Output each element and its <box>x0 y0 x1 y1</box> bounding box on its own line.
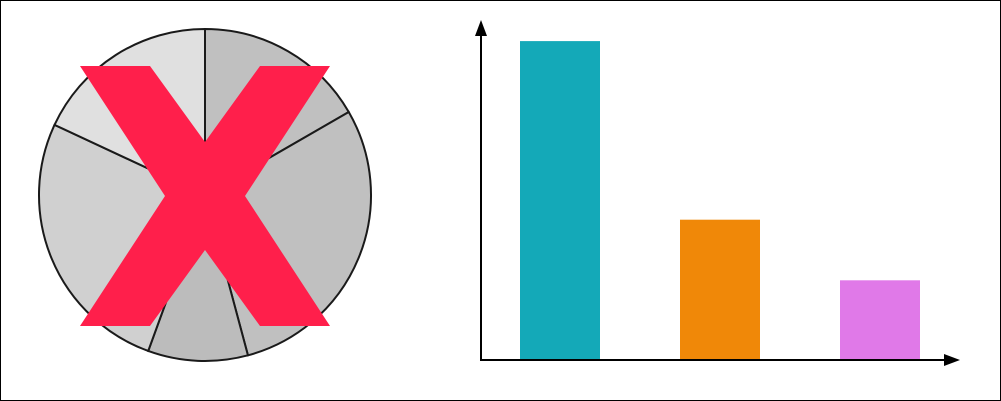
bar-1 <box>520 41 600 360</box>
pie-slice <box>146 191 250 362</box>
x-axis-arrow-icon <box>944 354 960 366</box>
y-axis-arrow-icon <box>475 20 487 36</box>
cross-out-icon <box>80 66 330 326</box>
cross-shape <box>80 66 330 326</box>
bar-3 <box>840 280 920 360</box>
bar-chart-axes <box>475 20 960 366</box>
bar-2 <box>680 219 760 360</box>
bar-chart <box>520 41 920 360</box>
